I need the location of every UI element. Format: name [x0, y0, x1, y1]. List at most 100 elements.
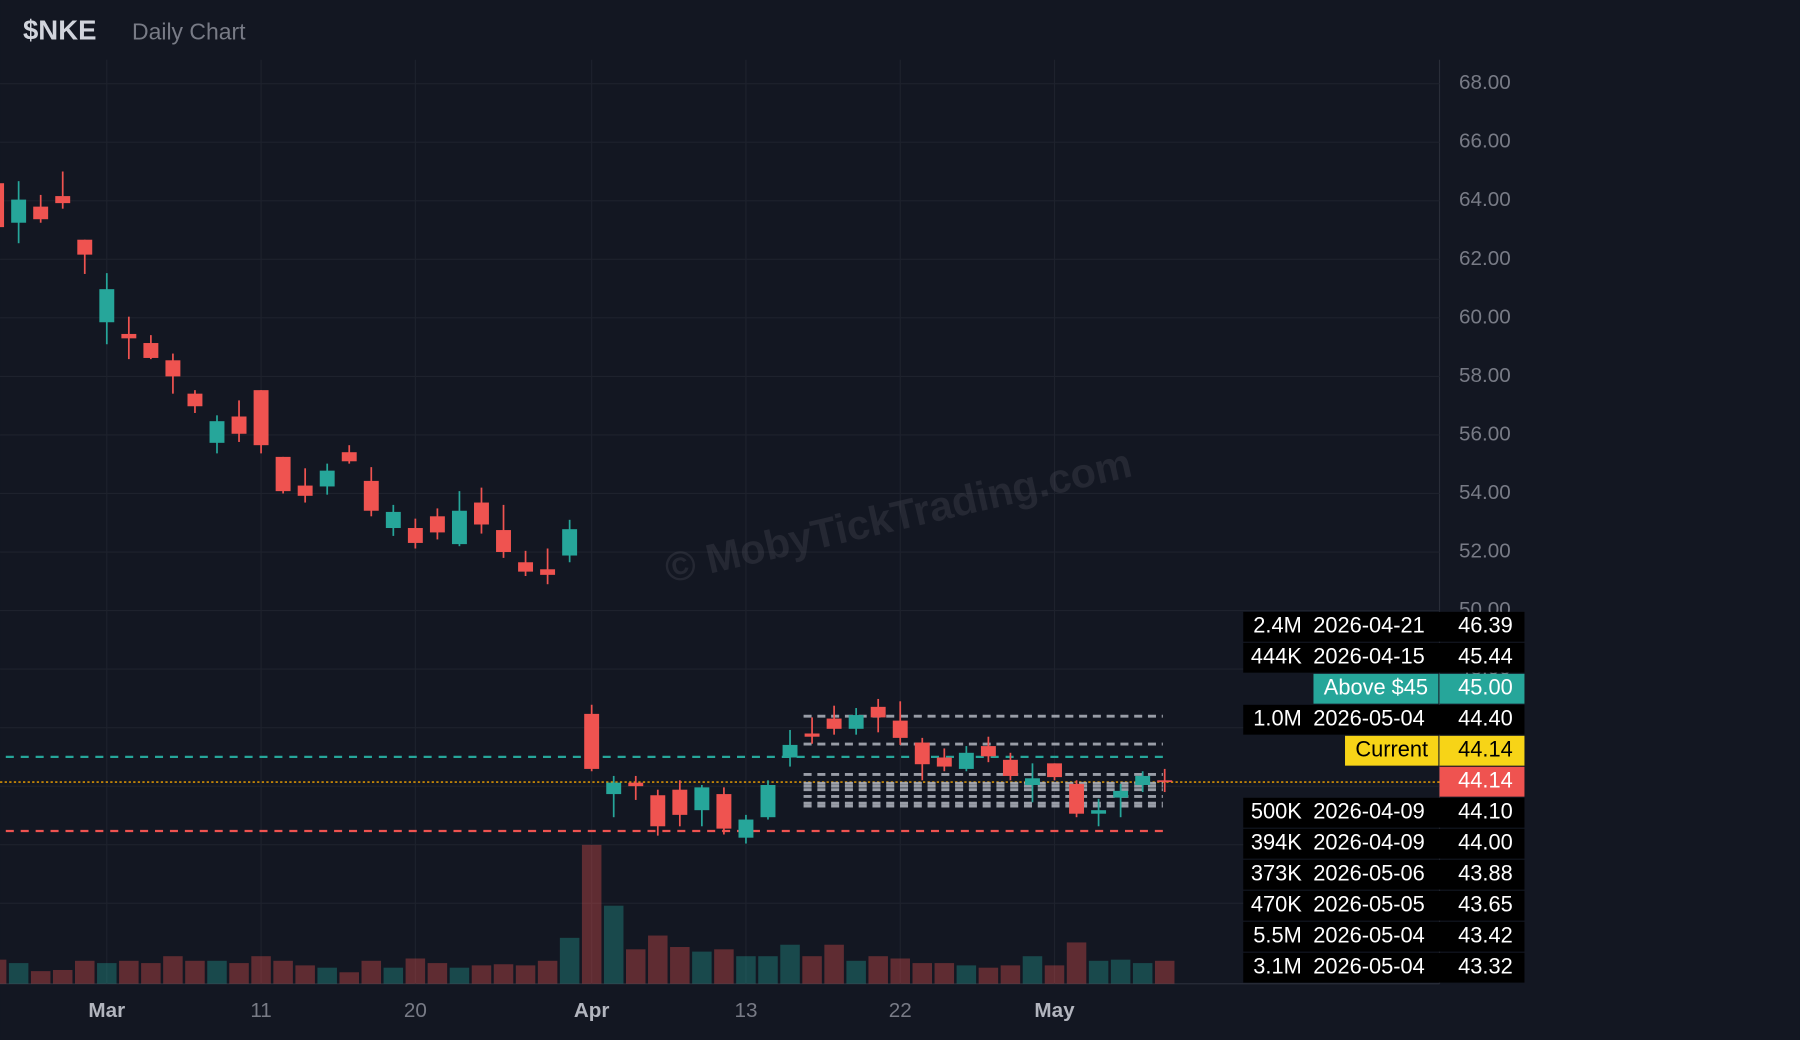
candle-body	[99, 289, 115, 323]
volume-bar	[119, 960, 139, 984]
volume-bar	[802, 956, 822, 984]
volume-bar	[846, 960, 866, 984]
volume-bar	[251, 956, 271, 984]
volume-bar	[229, 963, 249, 984]
candle-body	[760, 785, 776, 818]
volume-bar	[1132, 963, 1153, 984]
volume-bar	[141, 963, 161, 984]
candle-body	[914, 742, 930, 765]
candle-body	[363, 480, 379, 511]
volume-bar	[1088, 960, 1109, 984]
candle-body	[77, 239, 93, 255]
tag-info-box	[1243, 642, 1440, 673]
tag-price: 43.88	[1458, 860, 1513, 885]
candle-body	[738, 819, 754, 838]
candle-body	[980, 746, 996, 757]
y-tick-label: 58.00	[1459, 364, 1511, 387]
tag-volume: 444K	[1251, 644, 1302, 669]
tag-price-box	[1439, 859, 1525, 890]
volume-bar	[52, 969, 73, 984]
y-tick-label: 68.00	[1459, 71, 1511, 94]
chart-subtitle: Daily Chart	[132, 18, 246, 44]
volume-bar	[581, 844, 602, 984]
candle-body	[341, 452, 357, 462]
candle-body	[848, 715, 864, 729]
tag-price-box	[1439, 890, 1525, 921]
x-tick-label: May	[1034, 999, 1075, 1022]
candle-body	[716, 794, 732, 829]
volume-bar	[427, 963, 448, 984]
volume-bar	[603, 905, 624, 984]
volume-bar	[163, 956, 183, 984]
volume-bar	[625, 949, 646, 984]
x-tick-label: 22	[889, 999, 912, 1022]
tag-price: 46.39	[1458, 613, 1513, 638]
tag-volume: 1.0M	[1253, 706, 1301, 731]
volume-bar	[383, 967, 404, 984]
tag-name: Above $45	[1324, 675, 1428, 700]
candle-body	[1047, 763, 1062, 778]
candle-body	[1113, 790, 1129, 798]
y-tick-label: 54.00	[1459, 481, 1511, 504]
tag-price-box	[1439, 921, 1525, 952]
x-tick-label: 11	[250, 999, 271, 1022]
candle-body	[429, 516, 445, 533]
candle-body	[385, 511, 401, 529]
tag-volume: 3.1M	[1253, 953, 1301, 978]
candle-body	[606, 782, 622, 795]
x-tick-label: 13	[734, 999, 757, 1022]
volume-bar	[75, 960, 95, 984]
candle-body	[650, 795, 666, 827]
tag-date: 2026-04-21	[1313, 613, 1425, 638]
candle-body	[55, 196, 71, 204]
tag-date: 2026-05-06	[1313, 860, 1425, 885]
volume-bar	[493, 964, 514, 984]
candle-body	[143, 343, 159, 358]
volume-bar	[868, 956, 888, 984]
tag-price-box	[1439, 952, 1525, 983]
tag-name: Current	[1355, 736, 1428, 761]
candle-body	[407, 528, 423, 543]
tag-price: 44.14	[1458, 736, 1513, 761]
volume-bar	[934, 963, 955, 984]
tag-price: 44.14	[1458, 767, 1513, 792]
volume-bar	[670, 947, 690, 984]
candle-body	[562, 529, 578, 556]
volume-bar	[978, 967, 999, 984]
tag-price-box	[1439, 611, 1525, 642]
volume-bar	[1066, 942, 1087, 984]
tag-info-box	[1243, 704, 1440, 735]
volume-bar	[692, 951, 712, 984]
candle-body	[474, 502, 489, 525]
tag-info-box	[1243, 611, 1440, 642]
candle-body	[0, 183, 5, 228]
candle-body	[958, 752, 974, 769]
tag-date: 2026-04-15	[1313, 644, 1425, 669]
tag-price: 44.10	[1458, 798, 1513, 823]
candle-body	[496, 530, 511, 553]
volume-bar	[273, 960, 293, 984]
candle-body	[782, 744, 798, 758]
tag-date: 2026-05-04	[1313, 706, 1425, 731]
tag-info-box	[1243, 952, 1440, 983]
tag-volume: 5.5M	[1253, 922, 1301, 947]
tag-volume: 470K	[1251, 891, 1302, 916]
candle-body	[694, 787, 710, 811]
tag-price-box	[1439, 735, 1525, 766]
candle-body	[1069, 783, 1085, 814]
candle-body	[253, 390, 269, 446]
tag-info-box	[1243, 921, 1440, 952]
volume-bar	[736, 956, 756, 984]
tag-info-box	[1243, 859, 1440, 890]
candle-body	[672, 789, 688, 815]
volume-bar	[0, 959, 7, 984]
candle-body	[584, 713, 600, 769]
volume-bar	[648, 935, 668, 984]
y-tick-label: 60.00	[1459, 305, 1511, 328]
volume-bar	[207, 960, 227, 984]
volume-bar	[758, 956, 778, 984]
volume-bar	[824, 944, 844, 984]
x-tick-label: 20	[404, 999, 427, 1022]
